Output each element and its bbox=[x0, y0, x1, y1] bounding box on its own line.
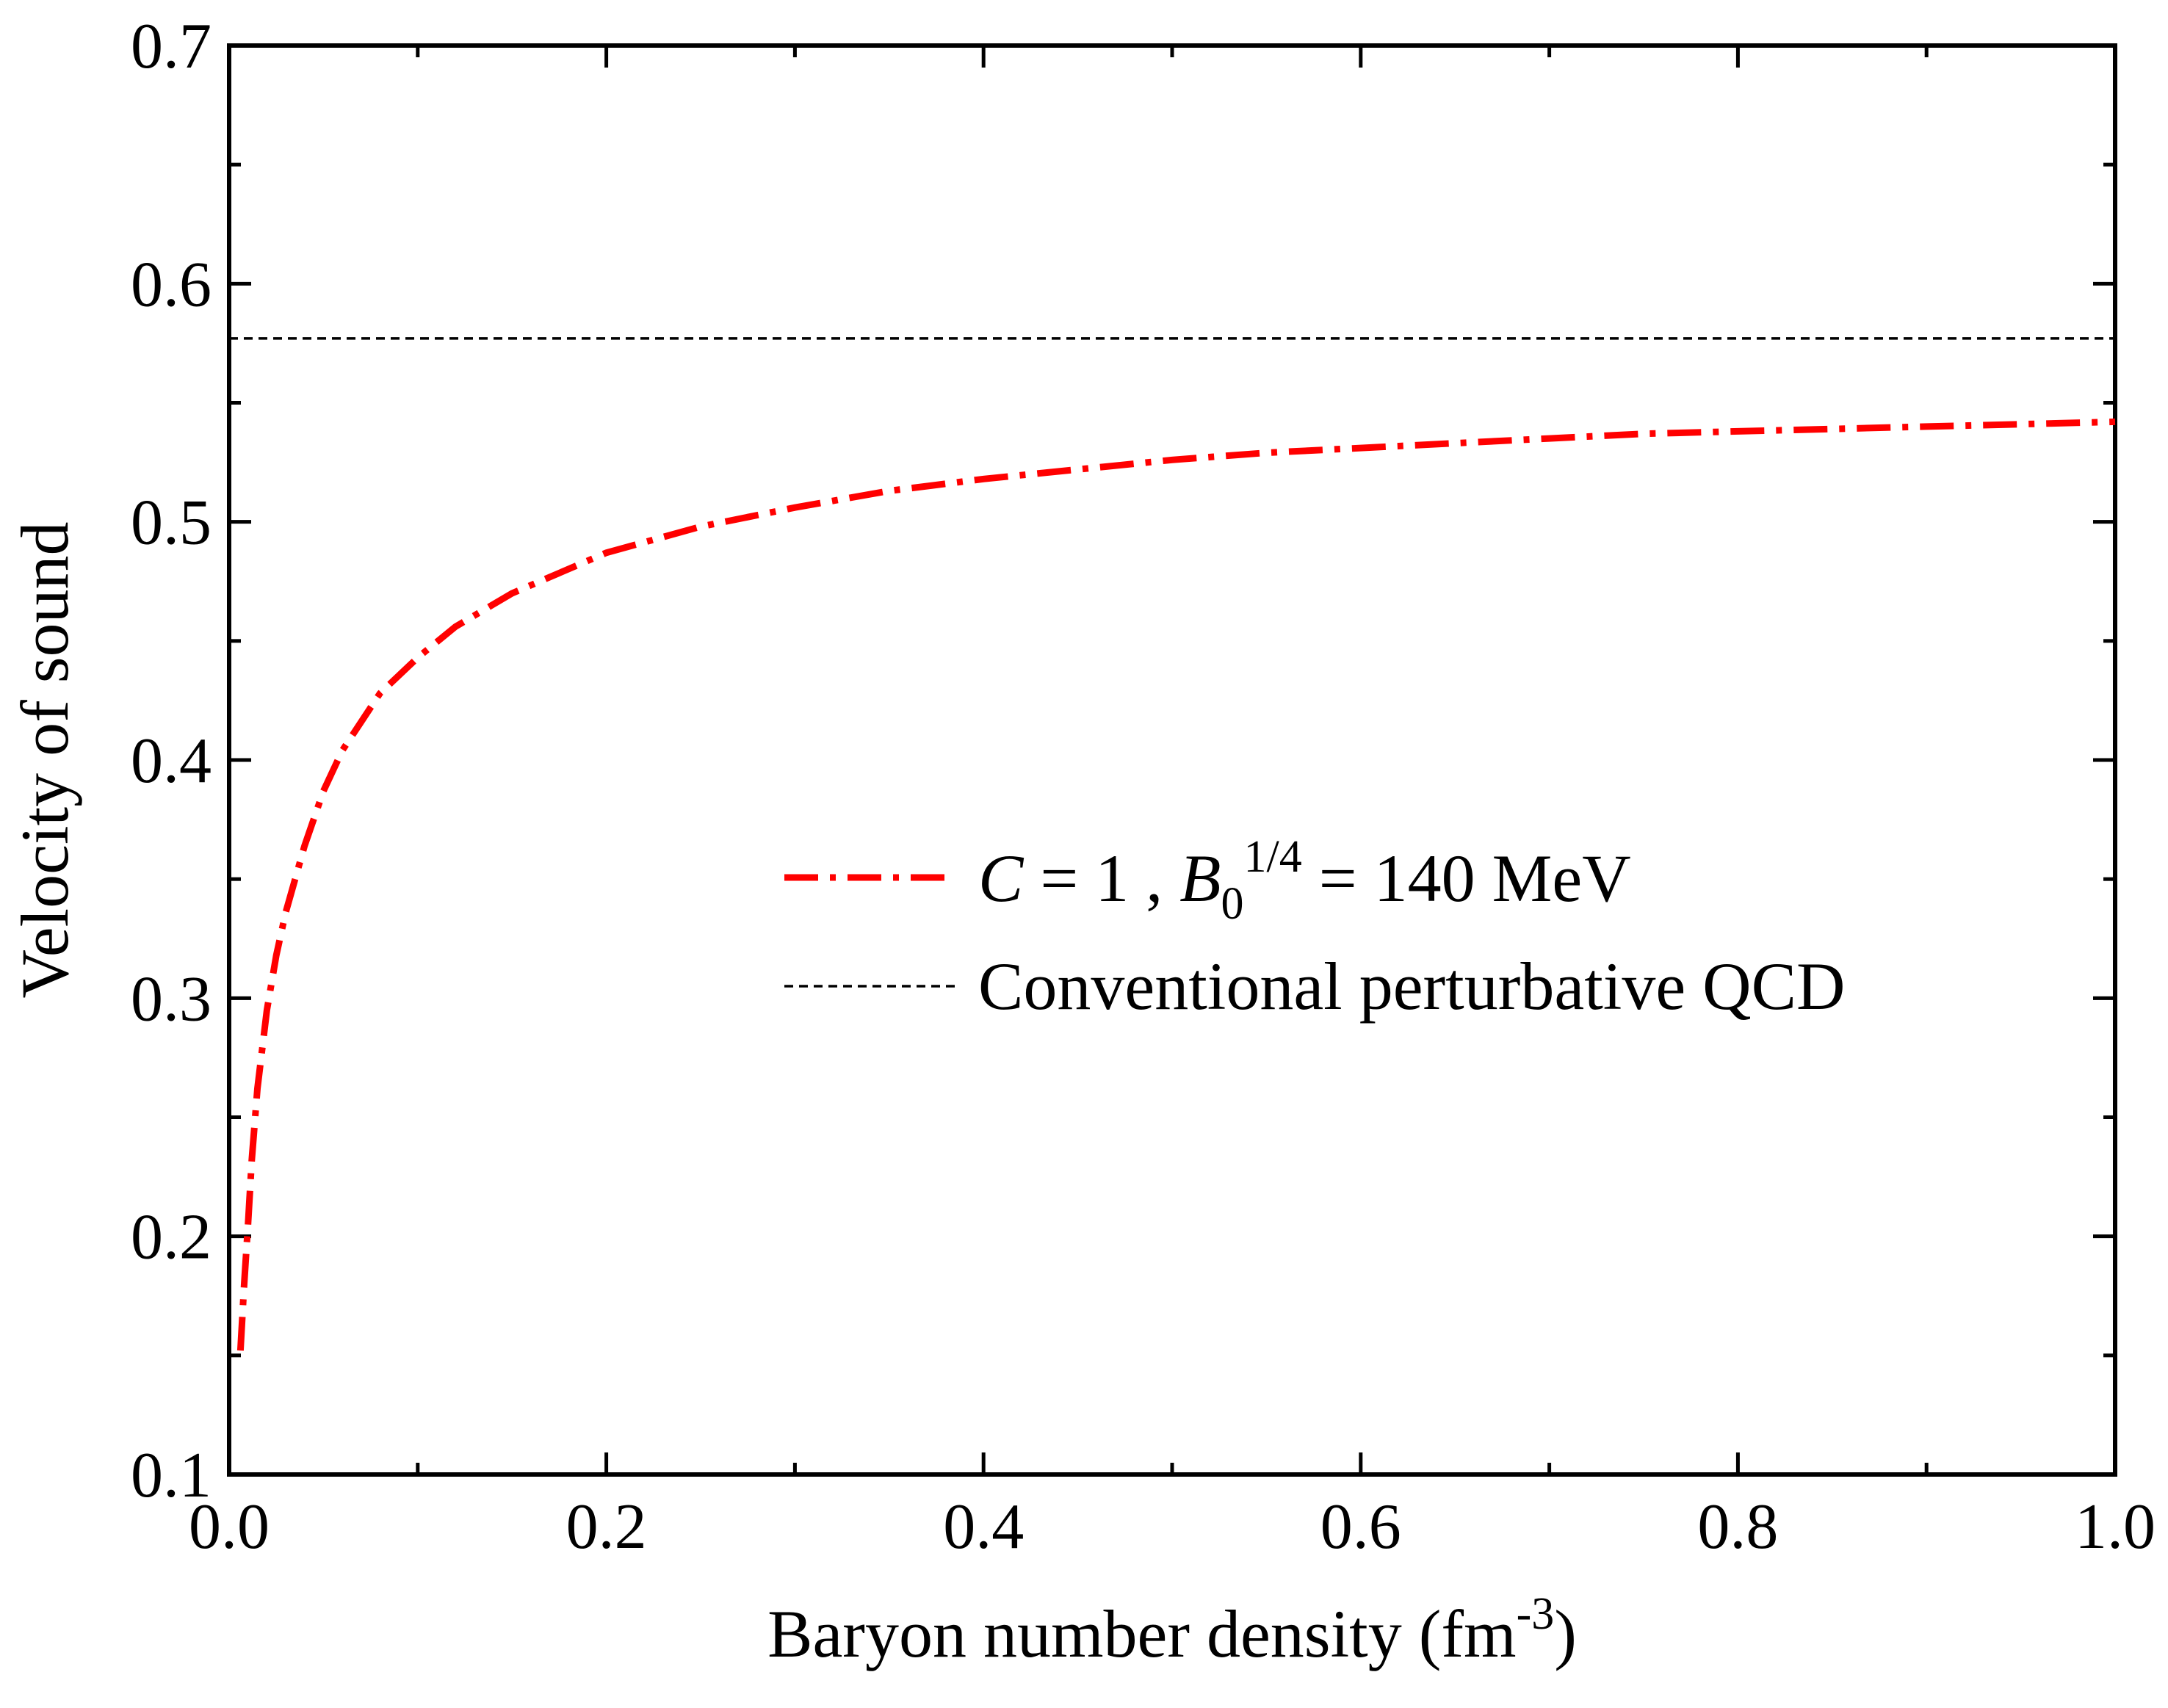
legend-label-qcd: Conventional perturbative QCD bbox=[978, 949, 1845, 1024]
x-tick-label: 0.8 bbox=[1697, 1491, 1778, 1563]
y-tick-label: 0.4 bbox=[131, 725, 212, 797]
x-tick-label: 0.0 bbox=[189, 1491, 270, 1563]
axis-ticks bbox=[227, 43, 2117, 1477]
y-tick-label: 0.5 bbox=[131, 488, 212, 559]
x-tick-label: 0.6 bbox=[1320, 1491, 1401, 1563]
legend-sub-b: 0 bbox=[1221, 879, 1243, 929]
legend-eq1: = 1 , bbox=[1023, 841, 1179, 916]
legend-label-red: C = 1 , B01/4 = 140 MeV bbox=[978, 832, 1631, 929]
x-axis-title-sup: -3 bbox=[1517, 1589, 1555, 1639]
legend-sup-b: 1/4 bbox=[1243, 832, 1301, 882]
legend-var-b: B bbox=[1179, 841, 1221, 916]
y-tick-label: 0.2 bbox=[131, 1202, 212, 1273]
y-tick-label: 0.7 bbox=[131, 11, 212, 82]
x-axis-title-main: Baryon number density (fm bbox=[767, 1596, 1516, 1671]
legend-var-c: C bbox=[978, 841, 1025, 916]
axis-tick-labels: 0.0 0.2 0.4 0.6 0.8 1.0 0.1 0.2 0.3 0.4 0.5 0.6 0.7 bbox=[131, 11, 2156, 1563]
y-tick-label: 0.6 bbox=[131, 249, 212, 320]
plot-frame bbox=[227, 43, 2117, 1477]
series-c1-b140-line bbox=[236, 418, 2116, 1351]
y-tick-label: 0.3 bbox=[131, 963, 212, 1035]
x-tick-label: 0.4 bbox=[943, 1491, 1024, 1563]
y-axis-title: Velocity of sound bbox=[7, 521, 82, 998]
legend-rest: = 140 MeV bbox=[1302, 841, 1631, 916]
legend: C = 1 , B01/4 = 140 MeV Conventional per… bbox=[784, 832, 1845, 1024]
y-tick-label: 0.1 bbox=[131, 1440, 212, 1511]
x-tick-label: 1.0 bbox=[2075, 1491, 2156, 1563]
x-axis-title: Baryon number density (fm-3) bbox=[767, 1589, 1577, 1671]
x-axis-title-end: ) bbox=[1554, 1596, 1577, 1671]
x-tick-label: 0.2 bbox=[566, 1491, 647, 1563]
